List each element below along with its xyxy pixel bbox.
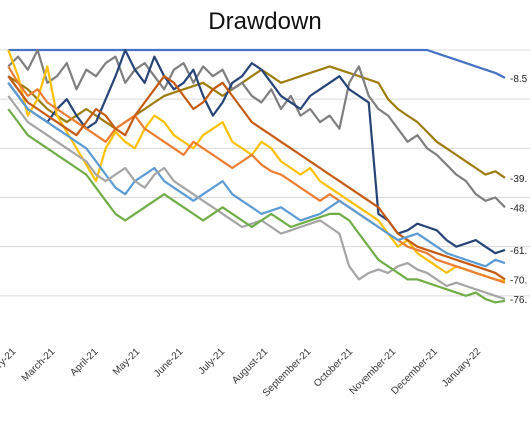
chart-title: Drawdown [208, 8, 322, 35]
x-tick-label: July-21 [197, 346, 228, 377]
series-line [7, 65, 506, 284]
x-tick-label: February-21 [0, 346, 19, 393]
series-line [7, 108, 506, 304]
end-value-label: -48. [510, 203, 527, 214]
x-tick-label: May-21 [111, 346, 143, 378]
x-tick-label: March-21 [20, 346, 58, 384]
x-tick-label: June-21 [152, 346, 186, 380]
end-value-label: -70. [510, 275, 527, 286]
series-line [7, 49, 506, 283]
series-line [7, 48, 506, 209]
series-line [7, 65, 506, 179]
x-tick-label: October-21 [312, 346, 355, 389]
x-tick-label: April-21 [68, 346, 100, 378]
end-value-label: -39. [510, 174, 527, 185]
series-line [7, 75, 506, 281]
series-line [7, 48, 506, 255]
series-line [7, 82, 506, 268]
x-tick-label: January-22 [440, 346, 483, 389]
series-line [8, 48, 506, 79]
end-value-label: -61. [510, 246, 527, 257]
series-line [7, 95, 506, 301]
x-tick-label: August-21 [230, 346, 270, 386]
end-value-label: -76. [510, 295, 527, 306]
end-value-label: -8.5 [510, 74, 528, 85]
